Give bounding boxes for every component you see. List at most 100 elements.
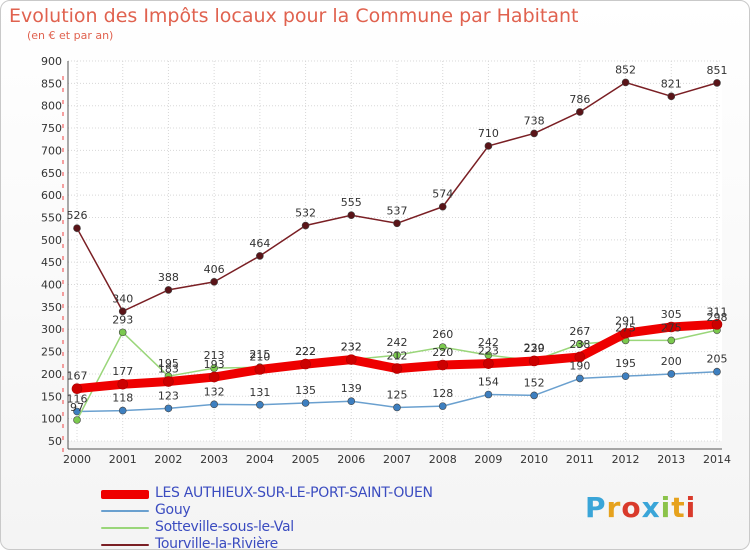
legend-swatch — [101, 490, 149, 499]
data-point — [530, 129, 538, 138]
data-point — [301, 399, 310, 407]
data-point — [391, 363, 403, 374]
data-point — [621, 78, 630, 87]
legend-label: Sotteville-sous-le-Val — [155, 519, 294, 535]
x-tick-label: 2008 — [429, 453, 457, 466]
y-tick-label: 650 — [41, 167, 62, 180]
legend-swatch — [101, 544, 149, 546]
data-point — [347, 211, 356, 220]
data-point — [73, 416, 81, 424]
data-point — [163, 376, 174, 387]
y-tick-label: 550 — [41, 211, 62, 224]
data-point — [164, 286, 173, 294]
data-point — [574, 351, 586, 363]
y-tick-label: 600 — [41, 189, 62, 202]
data-label: 125 — [387, 388, 408, 401]
data-label: 154 — [478, 376, 499, 389]
data-label: 210 — [249, 350, 270, 363]
data-label: 116 — [67, 392, 88, 405]
data-label: 215 — [249, 348, 270, 361]
logo-letter: P — [585, 491, 607, 524]
x-tick-label: 2009 — [474, 453, 502, 466]
x-tick-label: 2001 — [109, 453, 137, 466]
x-tick-label: 2004 — [246, 453, 274, 466]
logo-letter: i — [660, 491, 672, 524]
data-label: 532 — [295, 207, 316, 220]
x-tick-label: 2003 — [200, 453, 228, 466]
data-label: 232 — [341, 341, 362, 354]
data-point — [484, 390, 493, 399]
data-point — [576, 108, 584, 116]
data-point — [393, 219, 401, 228]
data-point — [300, 358, 311, 370]
y-tick-label: 700 — [41, 144, 62, 157]
data-label: 267 — [569, 325, 590, 338]
data-label: 821 — [661, 77, 682, 90]
y-tick-label: 200 — [41, 368, 62, 381]
data-point — [667, 370, 676, 378]
data-label: 232 — [341, 341, 362, 354]
data-label: 275 — [661, 321, 682, 334]
data-label: 242 — [387, 336, 408, 349]
y-tick-label: 100 — [41, 413, 62, 426]
data-label: 230 — [524, 342, 545, 355]
data-label: 238 — [569, 338, 590, 351]
data-label: 135 — [295, 384, 316, 397]
data-label: 275 — [615, 321, 636, 334]
data-label: 190 — [569, 359, 590, 372]
data-point — [345, 354, 357, 365]
data-label: 242 — [478, 336, 499, 349]
data-point — [576, 374, 584, 383]
data-point — [667, 92, 676, 101]
data-point — [483, 358, 494, 369]
data-label: 195 — [158, 357, 179, 370]
y-tick-label: 350 — [41, 301, 62, 314]
x-tick-label: 2013 — [657, 453, 685, 466]
data-label: 305 — [661, 308, 682, 321]
y-tick-label: 800 — [41, 100, 62, 113]
data-point — [117, 378, 129, 390]
logo-letter: x — [641, 491, 661, 524]
data-point — [118, 307, 127, 316]
data-label: 131 — [249, 386, 270, 399]
data-label: 738 — [524, 114, 545, 127]
logo-letter: r — [606, 491, 622, 524]
data-label: 710 — [478, 127, 499, 140]
data-label: 537 — [387, 204, 408, 217]
data-label: 132 — [204, 385, 225, 398]
data-point — [621, 372, 630, 380]
data-label: 574 — [432, 188, 453, 201]
y-tick-label: 150 — [41, 390, 62, 403]
data-label: 205 — [707, 353, 728, 366]
data-label: 851 — [707, 64, 728, 77]
legend-label: LES AUTHIEUX-SUR-LE-PORT-SAINT-OUEN — [155, 485, 433, 501]
data-point — [347, 397, 356, 406]
data-point — [254, 364, 266, 375]
x-tick-label: 2014 — [703, 453, 731, 466]
data-point — [73, 224, 81, 232]
x-tick-label: 2012 — [612, 453, 640, 466]
x-tick-label: 2007 — [383, 453, 411, 466]
data-label: 291 — [615, 314, 636, 327]
data-label: 223 — [478, 345, 499, 358]
data-label: 200 — [661, 355, 682, 368]
data-point — [576, 340, 584, 348]
data-point — [73, 407, 81, 416]
data-label: 193 — [204, 358, 225, 371]
data-point — [438, 402, 447, 410]
data-label: 167 — [67, 370, 88, 383]
data-label: 139 — [341, 382, 362, 395]
x-tick-label: 2006 — [337, 453, 365, 466]
x-tick-label: 2005 — [292, 453, 320, 466]
data-point — [301, 221, 310, 230]
data-label: 229 — [524, 342, 545, 355]
data-point — [164, 404, 173, 413]
y-tick-label: 50 — [48, 435, 62, 448]
data-point — [528, 355, 540, 367]
data-label: 97 — [70, 401, 84, 414]
data-point — [713, 367, 721, 376]
data-point — [256, 252, 264, 260]
y-tick-label: 850 — [41, 77, 62, 90]
legend-label: Tourville-la-Rivière — [155, 536, 278, 550]
